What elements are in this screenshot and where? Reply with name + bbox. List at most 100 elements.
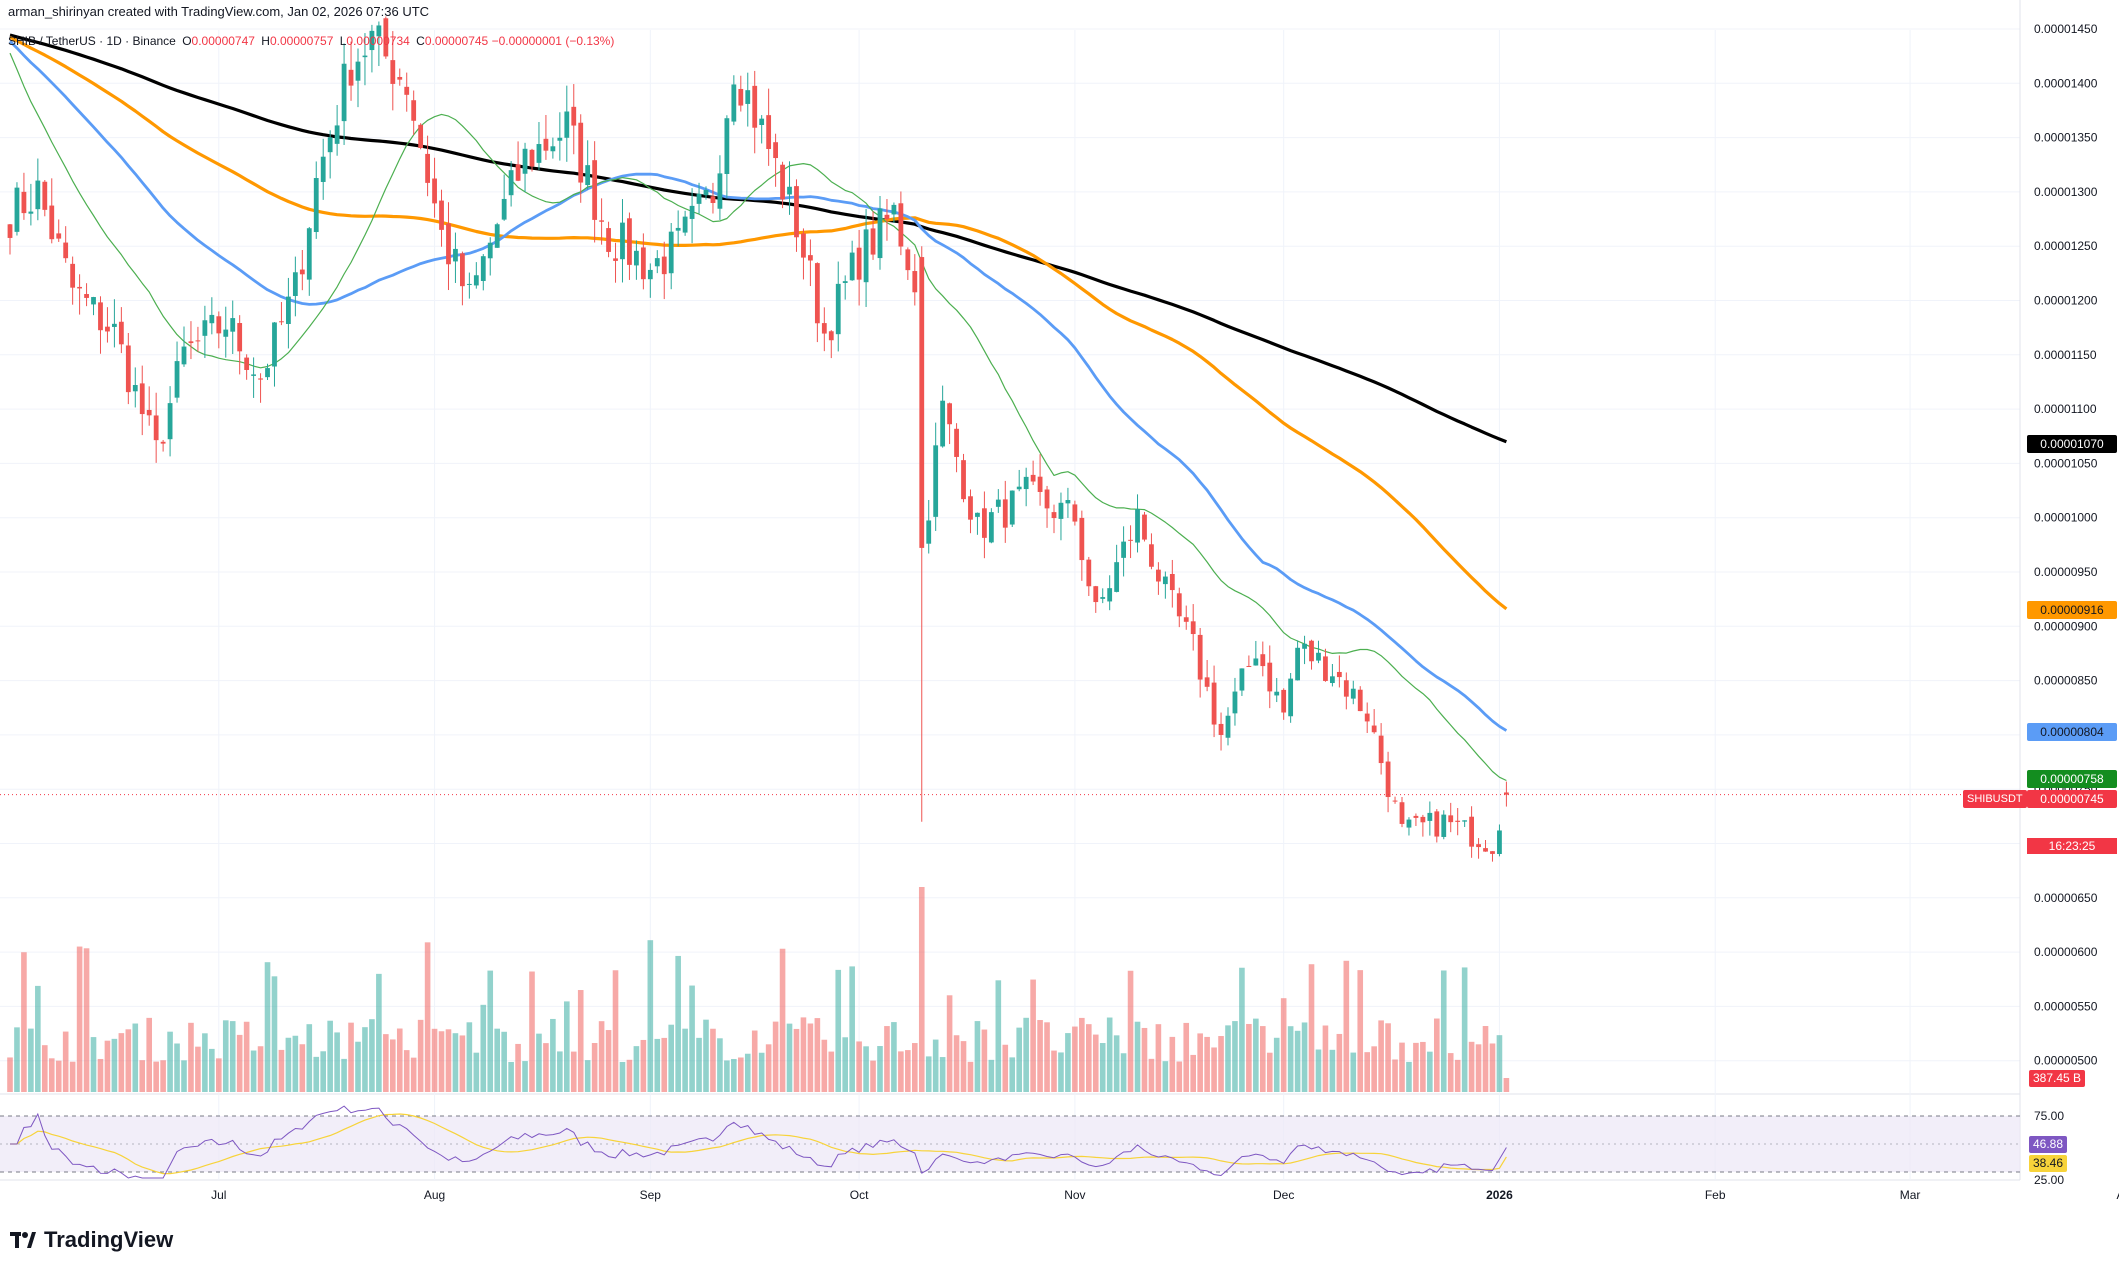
candle-body: [209, 314, 215, 324]
candle: [1169, 559, 1175, 608]
candle-body: [1079, 517, 1085, 561]
candle: [132, 367, 138, 408]
volume-bar: [918, 887, 925, 1092]
candle-body: [1030, 474, 1036, 482]
volume-bar: [257, 1046, 264, 1092]
candle-body: [995, 499, 1001, 507]
tradingview-logo-icon: [10, 1232, 36, 1248]
candle-body: [773, 142, 778, 159]
candle: [195, 326, 201, 352]
price-tick-label: 0.00000900: [2034, 619, 2098, 633]
price-tick-label: 0.00000550: [2034, 999, 2098, 1013]
candle: [446, 202, 451, 291]
candle: [501, 174, 507, 221]
volume-bar: [42, 1045, 48, 1092]
candle: [1434, 809, 1440, 843]
candle: [968, 489, 973, 534]
symbol-legend[interactable]: SHIB / TetherUS · 1D · Binance O0.000007…: [8, 34, 614, 48]
candle-body: [870, 228, 876, 255]
volume-bar: [1218, 1036, 1224, 1092]
candle-body: [696, 193, 702, 204]
candle: [647, 263, 653, 298]
volume-bar: [1169, 1036, 1176, 1092]
volume-bar: [1434, 1018, 1440, 1092]
volume-bar: [1211, 1047, 1217, 1092]
candle: [1392, 796, 1398, 804]
candle: [432, 157, 437, 218]
candle: [738, 75, 744, 112]
candle-body: [1336, 671, 1342, 678]
volume-bar: [480, 1004, 487, 1092]
candle-body: [1350, 688, 1356, 699]
candle-body: [369, 30, 375, 51]
candle-body: [160, 441, 166, 444]
candle-body: [91, 297, 96, 305]
price-tick-label: 0.00001150: [2034, 348, 2097, 362]
candle-body: [1225, 715, 1231, 738]
candle: [299, 249, 305, 291]
volume-bar: [1392, 1059, 1398, 1092]
candle-body: [647, 269, 653, 280]
candle-body: [1469, 816, 1474, 847]
candle: [1357, 686, 1363, 712]
volume-bar: [188, 1022, 194, 1092]
candle-body: [947, 403, 952, 425]
candle-body: [640, 247, 646, 280]
candle-body: [912, 271, 918, 293]
candle: [613, 242, 618, 283]
rsi-line: [10, 1105, 1507, 1179]
volume-bar: [605, 1030, 612, 1092]
volume-bar: [724, 1060, 730, 1092]
candle: [1197, 627, 1203, 698]
time-axis[interactable]: Jul Aug Sep Oct Nov Dec 2026 Feb Mar Apr: [211, 1188, 2119, 1202]
candle-body: [216, 316, 222, 334]
candle-body: [613, 258, 618, 261]
candle: [160, 439, 166, 452]
candle: [404, 72, 410, 112]
candle-body: [42, 181, 48, 210]
time-tick-label: 2026: [1486, 1188, 1513, 1202]
candle-body: [98, 302, 103, 331]
candle-body: [286, 296, 291, 324]
price-tick-label: 0.00001000: [2034, 511, 2098, 525]
volume-bar: [1141, 1027, 1148, 1092]
candle-body: [7, 224, 13, 238]
volume-bar: [814, 1018, 821, 1092]
candle: [995, 489, 1001, 513]
volume-bar: [1475, 1044, 1482, 1092]
candle-body: [752, 85, 758, 128]
candle: [292, 256, 298, 317]
rsi-upper-label: 75.00: [2034, 1109, 2064, 1123]
candle: [1183, 605, 1189, 630]
brand-name: TradingView: [44, 1227, 174, 1252]
candle: [710, 182, 716, 214]
candle: [1204, 659, 1210, 692]
candle-body: [550, 146, 556, 152]
volume-bar: [953, 1035, 960, 1092]
candle: [654, 250, 660, 274]
candle: [550, 137, 556, 159]
candle-body: [279, 321, 284, 323]
candle: [1364, 702, 1370, 733]
candle-body: [654, 258, 660, 267]
candle-body: [745, 90, 751, 104]
candle-body: [188, 341, 194, 344]
candle: [1211, 665, 1217, 738]
volume-bar: [48, 1058, 55, 1092]
symbol-title[interactable]: SHIB / TetherUS · 1D · Binance: [8, 34, 176, 48]
moving-averages: [9, 33, 1508, 782]
candle-body: [139, 383, 145, 415]
tradingview-logo[interactable]: TradingView: [10, 1227, 173, 1253]
candle: [787, 161, 792, 215]
candle: [35, 158, 41, 221]
candle-body: [181, 346, 187, 365]
rsi-ma-line: [10, 1113, 1507, 1175]
volume-bar: [195, 1046, 201, 1092]
candle-body: [404, 86, 410, 95]
candle-body: [1330, 676, 1335, 684]
volume-bar: [619, 1061, 626, 1092]
volume-value-tag: 387.45 B: [2029, 1070, 2085, 1087]
candle: [341, 43, 347, 145]
candle: [898, 191, 904, 256]
